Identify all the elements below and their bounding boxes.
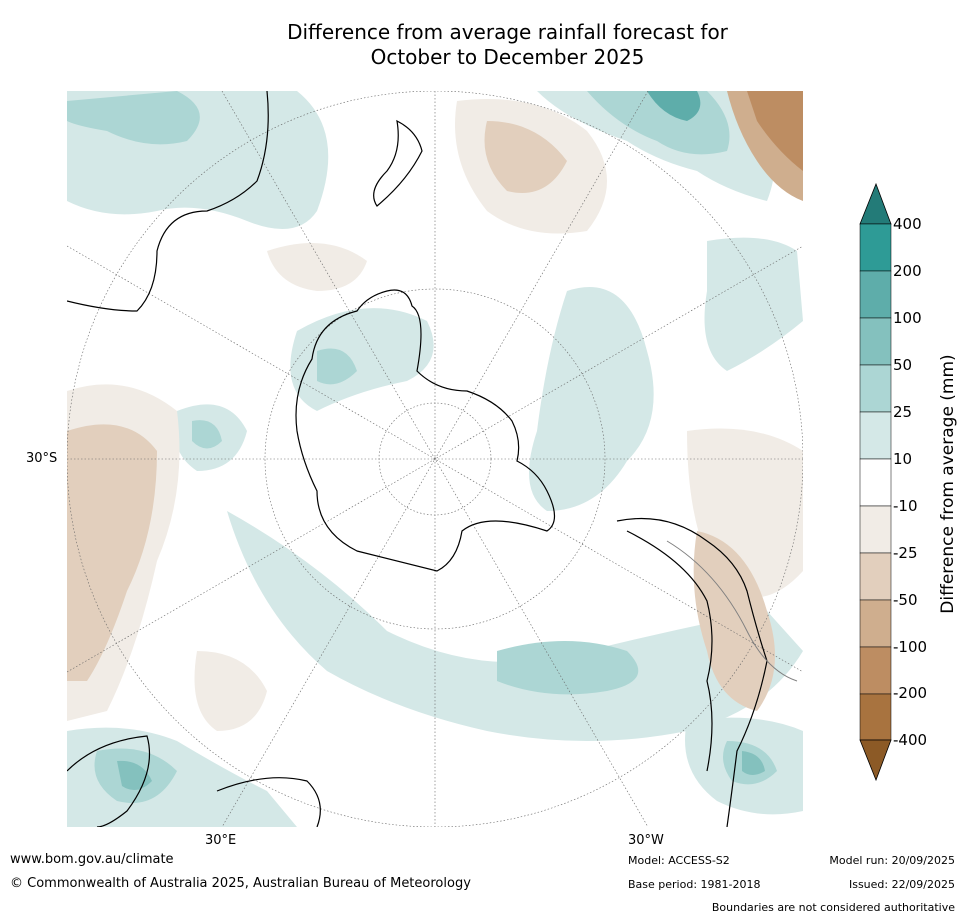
antarctica-coast (295, 289, 556, 572)
dry-anomaly-regions (67, 91, 803, 731)
website-link[interactable]: www.bom.gov.au/climate (10, 852, 174, 867)
colorbar-bin-10 (859, 458, 892, 507)
dry-region-pacific-core (484, 121, 567, 193)
model-run-text: Model run: 20/09/2025 (829, 854, 955, 867)
colorbar-tick: 25 (893, 403, 913, 421)
south-america-coast (616, 517, 768, 827)
wet-region-antarctic-coast (290, 308, 434, 411)
lat-label-30s: 30°S (26, 451, 58, 466)
colorbar-tick: -400 (893, 731, 928, 749)
wet-region-antarctic-coast-core (317, 348, 357, 385)
colorbar-bin-50 (859, 364, 892, 413)
wet-region-southern-ocean-core (497, 641, 639, 695)
disclaimer-text: Boundaries are not considered authoritat… (711, 901, 955, 914)
map-canvas (67, 91, 803, 827)
south-america-west-coast (626, 530, 713, 772)
colorbar-tick: -100 (893, 638, 928, 656)
rainfall-map (67, 91, 803, 827)
colorbar-extend-high (859, 182, 892, 225)
colorbar-tick: 50 (893, 356, 913, 374)
wet-region-east-pacific (704, 237, 803, 371)
colorbar-bin-25 (859, 411, 892, 460)
colorbar-bin-neg10 (859, 505, 892, 554)
colorbar-tick: 100 (893, 309, 922, 327)
colorbar (859, 182, 892, 782)
colorbar-tick: 10 (893, 450, 913, 468)
colorbar-tick: 400 (893, 215, 922, 233)
coastlines (67, 91, 768, 827)
south-america-border (666, 540, 798, 682)
colorbar-tick: 200 (893, 262, 922, 280)
wet-region-pacific-core-2 (647, 91, 701, 121)
dry-region-west-core (67, 424, 157, 681)
dry-region-ne-corner-core (747, 91, 803, 171)
colorbar-bin-400 (859, 223, 892, 272)
issued-text: Issued: 22/09/2025 (848, 878, 955, 891)
colorbar-bin-neg50 (859, 599, 892, 648)
australia-coast (67, 91, 269, 312)
country-borders (666, 540, 798, 682)
lon-label-30e: 30°E (205, 833, 237, 848)
wet-region-southern-ocean-band (227, 511, 803, 741)
graticule (67, 91, 803, 827)
colorbar-label: Difference from average (mm) (938, 354, 958, 614)
wet-region-south-atlantic (529, 287, 654, 511)
model-text: Model: ACCESS-S2 (628, 854, 730, 867)
colorbar-bin-neg25 (859, 552, 892, 601)
dry-region-ring (267, 243, 367, 291)
colorbar-tick: -10 (893, 497, 918, 515)
lon-label-30w: 30°W (628, 833, 664, 848)
south-africa-coast (67, 735, 151, 827)
wet-anomaly-regions (67, 91, 803, 827)
madagascar-coast (216, 777, 321, 827)
title-line-1: Difference from average rainfall forecas… (287, 20, 728, 44)
colorbar-bin-100 (859, 317, 892, 366)
colorbar-bin-neg200 (859, 693, 892, 741)
dry-region-south (194, 651, 267, 731)
colorbar-bin-200 (859, 270, 892, 319)
colorbar-tick: -200 (893, 684, 928, 702)
wet-region-west-indian-core (192, 420, 222, 449)
dry-region-south-america (693, 531, 775, 711)
colorbar-tick: -50 (893, 591, 918, 609)
wet-region-north-indian-core (67, 91, 200, 145)
colorbar-extend-low (859, 739, 892, 782)
colorbar-bin-neg100 (859, 646, 892, 695)
new-zealand-coast (373, 119, 423, 207)
base-period-text: Base period: 1981-2018 (628, 878, 761, 891)
wet-region-se-atlantic-core-2 (742, 751, 765, 775)
map-title: Difference from average rainfall forecas… (200, 20, 815, 70)
lat-circle-mid (264, 288, 606, 630)
copyright-text: © Commonwealth of Australia 2025, Austra… (10, 876, 471, 891)
title-line-2: October to December 2025 (370, 45, 645, 69)
colorbar-tick: -25 (893, 544, 918, 562)
